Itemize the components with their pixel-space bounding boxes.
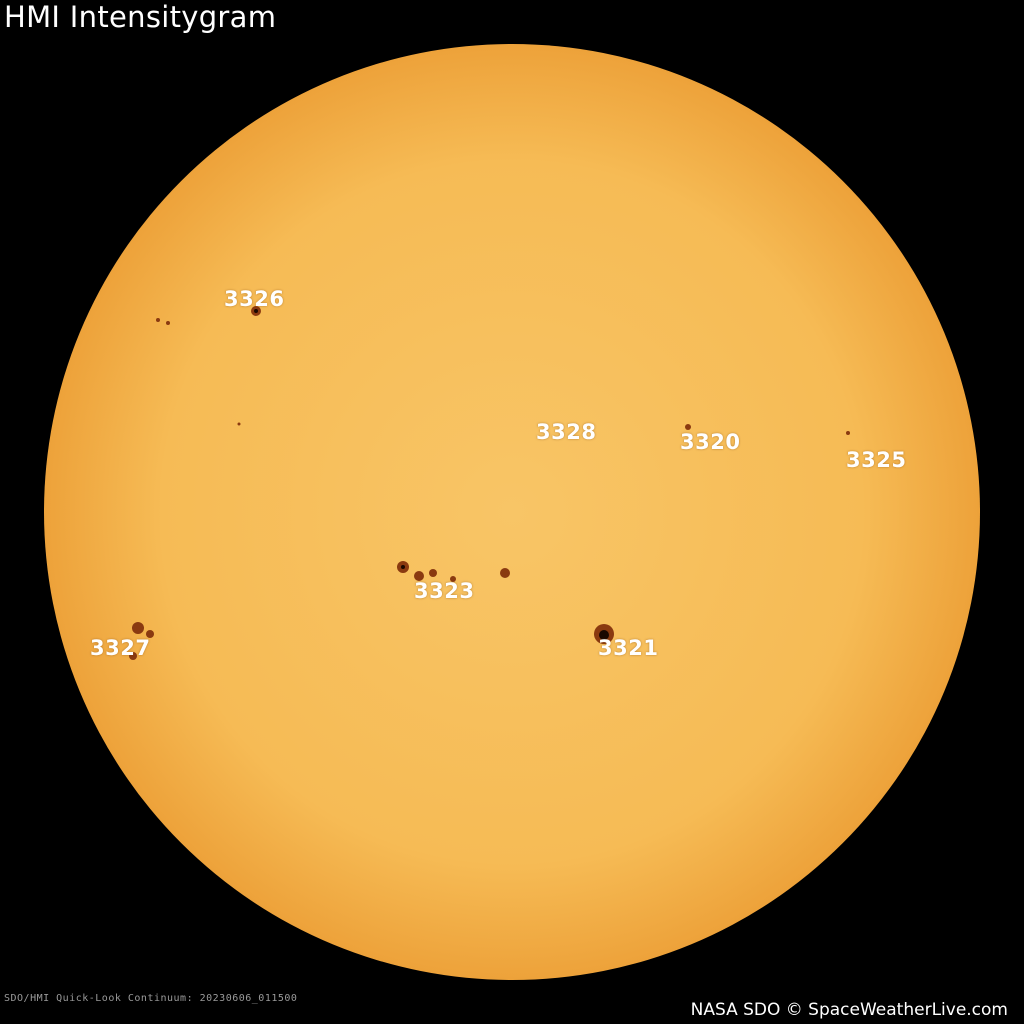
sunspot	[846, 431, 850, 435]
image-title: HMI Intensitygram	[4, 0, 277, 34]
credit-text: NASA SDO © SpaceWeatherLive.com	[690, 1000, 1008, 1020]
sunspot	[129, 652, 137, 660]
region-label: 3323	[414, 579, 475, 603]
sunspot	[450, 576, 456, 582]
sunspot	[685, 424, 691, 430]
sunspot	[237, 422, 241, 426]
image-caption: SDO/HMI Quick-Look Continuum: 20230606_0…	[4, 993, 298, 1004]
sunspot	[500, 568, 510, 578]
region-label: 3321	[598, 636, 659, 660]
umbrae	[254, 309, 609, 640]
umbra	[599, 630, 609, 640]
sun-disk	[44, 44, 980, 980]
umbra	[401, 565, 405, 569]
sunspot	[166, 321, 170, 325]
region-label: 3327	[90, 636, 151, 660]
sunspot	[132, 622, 144, 634]
region-label: 3326	[224, 287, 285, 311]
region-label: 3320	[680, 430, 741, 454]
umbra	[254, 309, 258, 313]
region-label: 3325	[846, 448, 907, 472]
sunspot	[414, 571, 424, 581]
sunspot	[156, 318, 160, 322]
sunspot	[429, 569, 437, 577]
sunspot	[146, 630, 154, 638]
region-label: 3328	[536, 420, 597, 444]
